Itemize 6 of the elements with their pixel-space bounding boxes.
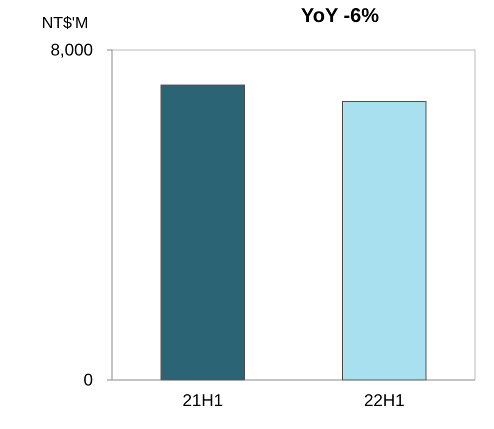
x-tick-label: 21H1 bbox=[182, 391, 224, 410]
chart-title: YoY -6% bbox=[300, 5, 380, 27]
x-tick-label: 22H1 bbox=[364, 391, 405, 410]
y-tick-label: 0 bbox=[84, 370, 93, 390]
y-tick-label: 8,000 bbox=[50, 40, 93, 60]
y-axis-title: NT$'M bbox=[42, 15, 88, 32]
